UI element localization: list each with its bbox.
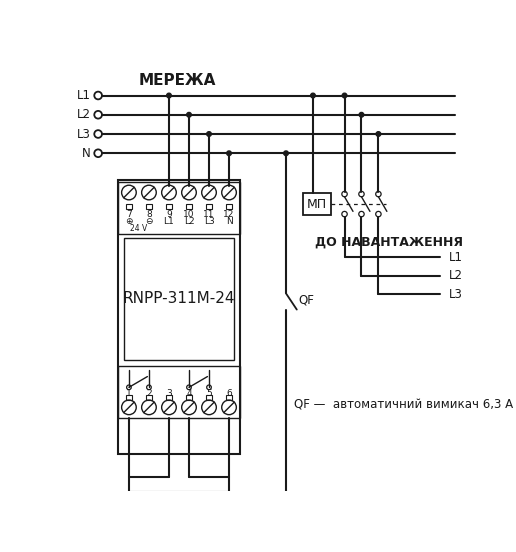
Bar xyxy=(118,182,240,234)
Text: L1: L1 xyxy=(449,251,463,264)
Bar xyxy=(166,395,172,400)
Text: 11: 11 xyxy=(203,210,215,219)
Text: L3: L3 xyxy=(76,128,90,141)
Bar xyxy=(227,204,232,209)
Text: 5: 5 xyxy=(206,389,212,398)
Circle shape xyxy=(359,113,364,117)
Bar xyxy=(118,366,240,418)
Text: L3: L3 xyxy=(204,217,214,226)
Bar xyxy=(118,180,240,454)
Text: 2: 2 xyxy=(146,389,152,398)
Bar xyxy=(186,395,191,400)
Text: L3: L3 xyxy=(449,288,463,301)
Text: ДО НАВАНТАЖЕННЯ: ДО НАВАНТАЖЕННЯ xyxy=(315,235,463,248)
Bar xyxy=(126,204,132,209)
Circle shape xyxy=(376,132,381,136)
Bar xyxy=(124,238,234,359)
Text: QF: QF xyxy=(298,294,314,307)
Bar xyxy=(303,193,331,215)
Text: 7: 7 xyxy=(126,210,132,219)
Text: L2: L2 xyxy=(76,108,90,121)
Text: 12: 12 xyxy=(223,210,235,219)
Bar xyxy=(186,204,191,209)
Circle shape xyxy=(207,132,212,136)
Text: QF —  автоматичний вимикач 6,3 А: QF — автоматичний вимикач 6,3 А xyxy=(294,399,513,412)
Text: L2: L2 xyxy=(449,269,463,282)
Text: N: N xyxy=(225,217,232,226)
Bar xyxy=(146,204,152,209)
Text: 24 V: 24 V xyxy=(131,224,148,233)
Text: N: N xyxy=(82,147,90,160)
Circle shape xyxy=(284,151,288,156)
Bar xyxy=(227,395,232,400)
Text: 4: 4 xyxy=(186,389,192,398)
Text: ⊕: ⊕ xyxy=(125,217,133,226)
Text: ⊖: ⊖ xyxy=(145,217,153,226)
Bar xyxy=(146,395,152,400)
Circle shape xyxy=(187,113,191,117)
Text: L1: L1 xyxy=(76,89,90,102)
Text: МП: МП xyxy=(307,198,327,210)
Bar xyxy=(206,204,212,209)
Text: 1: 1 xyxy=(126,389,132,398)
Circle shape xyxy=(227,151,231,156)
Text: L2: L2 xyxy=(184,217,195,226)
Text: 8: 8 xyxy=(146,210,152,219)
Text: 3: 3 xyxy=(166,389,172,398)
Text: 10: 10 xyxy=(183,210,195,219)
Bar xyxy=(166,204,172,209)
Text: МЕРЕЖА: МЕРЕЖА xyxy=(139,73,216,88)
Text: RNPP-311M-24: RNPP-311M-24 xyxy=(123,291,235,306)
Bar xyxy=(206,395,212,400)
Bar xyxy=(126,395,132,400)
Circle shape xyxy=(167,93,171,98)
Text: L1: L1 xyxy=(164,217,174,226)
Text: 9: 9 xyxy=(166,210,172,219)
Text: 6: 6 xyxy=(226,389,232,398)
Circle shape xyxy=(311,93,315,98)
Circle shape xyxy=(342,93,347,98)
